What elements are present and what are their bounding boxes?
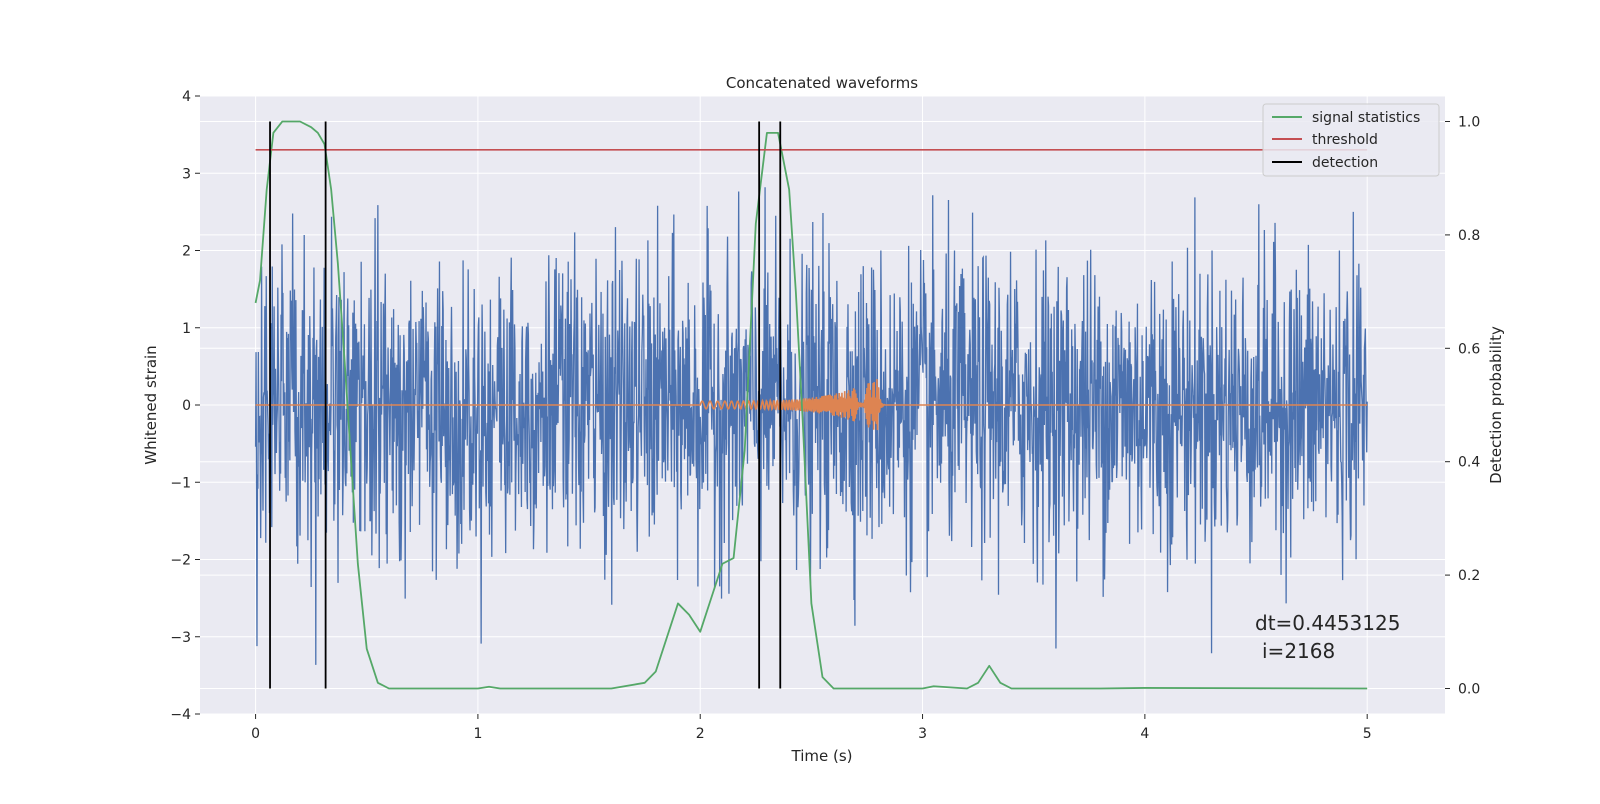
legend-label-signal-statistics: signal statistics	[1312, 110, 1420, 126]
y-tick-label-4: 0	[182, 398, 191, 414]
waveform-line	[255, 379, 1368, 431]
y-ticks: 4 3 2 1 0 −1 −2 −3 −4	[170, 89, 200, 723]
legend-label-detection: detection	[1312, 155, 1378, 171]
x-tick-label-1: 1	[473, 726, 482, 742]
y-tick-label-6: −2	[170, 553, 191, 569]
x-tick-label-3: 3	[918, 726, 927, 742]
x-axis-label: Time (s)	[791, 747, 853, 765]
y-tick-label-1: 3	[182, 166, 191, 182]
x-tick-label-5: 5	[1363, 726, 1372, 742]
y2-ticks: 1.0 0.8 0.6 0.4 0.2 0.0	[1445, 115, 1480, 697]
y-tick-label-2: 2	[182, 244, 191, 260]
x-tick-label-4: 4	[1140, 726, 1149, 742]
x-tick-label-2: 2	[696, 726, 705, 742]
waveform-series	[255, 379, 1368, 431]
y2-axis-label: Detection probability	[1487, 326, 1505, 484]
signal-statistics-line	[254, 120, 1368, 690]
detection-series	[269, 121, 782, 689]
legend-box	[1262, 103, 1440, 177]
y2-tick-label-0: 1.0	[1458, 115, 1480, 131]
y-tick-label-3: 1	[182, 321, 191, 337]
y-tick-label-7: −3	[170, 630, 191, 646]
strain-line	[254, 187, 1368, 665]
annotation-dt: dt=0.4453125	[1255, 611, 1400, 635]
y-tick-label-0: 4	[182, 89, 191, 105]
annotation-i: i=2168	[1262, 639, 1335, 663]
y-tick-label-8: −4	[170, 707, 191, 723]
chart-title: Concatenated waveforms	[726, 74, 918, 92]
y2-tick-label-2: 0.6	[1458, 341, 1480, 357]
strain-series	[254, 187, 1368, 665]
x-ticks: 0 1 2 3 4 5	[251, 714, 1372, 742]
legend: signal statistics threshold detection	[1262, 103, 1440, 177]
y-tick-label-5: −1	[170, 475, 191, 491]
x-tick-label-0: 0	[251, 726, 260, 742]
legend-label-threshold: threshold	[1312, 132, 1378, 148]
y-axis-label: Whitened strain	[142, 345, 160, 464]
y2-tick-label-4: 0.2	[1458, 568, 1480, 584]
y2-tick-label-1: 0.8	[1458, 228, 1480, 244]
y2-tick-label-3: 0.4	[1458, 455, 1480, 471]
y2-tick-label-5: 0.0	[1458, 681, 1480, 697]
signal-statistics-series	[254, 120, 1368, 690]
